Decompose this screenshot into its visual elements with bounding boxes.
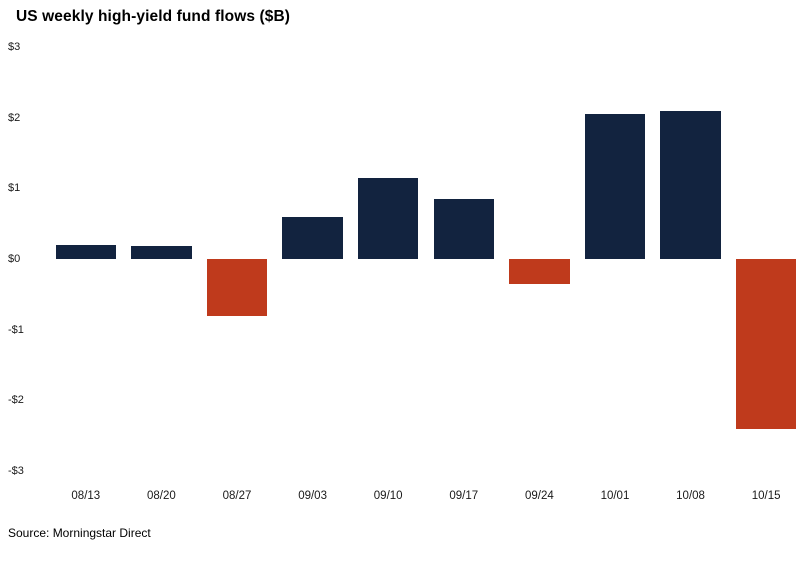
x-axis: 08/13 08/20 08/27 09/03 09/10 09/17 09/24 10/01… (48, 490, 804, 506)
x-tick-label: 09/24 (524, 490, 554, 502)
y-tick-label: -$2 (8, 394, 24, 407)
y-tick-label: -$1 (8, 323, 24, 336)
x-tick-label: 10/15 (751, 490, 781, 502)
chart-title: US weekly high-yield fund flows ($B) (16, 8, 291, 25)
x-tick-label: 08/13 (71, 490, 101, 502)
y-tick-label: $1 (8, 182, 21, 195)
bar-09/03 (282, 216, 343, 259)
bar-10/01 (584, 114, 646, 259)
x-tick-label: 09/03 (298, 490, 327, 502)
bar-09/10 (357, 177, 419, 259)
x-tick-label: 09/17 (449, 490, 479, 502)
y-tick-label: -$3 (8, 465, 24, 477)
bar-08/27 (206, 259, 268, 316)
plot-area (48, 47, 804, 471)
bar-08/20 (131, 246, 192, 259)
x-tick-label: 10/08 (676, 490, 705, 502)
y-axis: $3 $2 $1 $0 -$1 -$2 -$3 (8, 41, 46, 477)
bar-08/13 (55, 244, 117, 259)
x-tick-label: 10/01 (600, 490, 630, 502)
source-note: Source: Morningstar Direct (8, 526, 151, 540)
bar-09/24 (509, 259, 570, 284)
bar-10/15 (735, 259, 797, 429)
x-tick-label: 08/20 (147, 490, 176, 502)
x-tick-label: 08/27 (222, 490, 252, 502)
y-tick-label: $3 (8, 41, 21, 53)
bar-09/17 (433, 198, 495, 259)
x-tick-label: 09/10 (373, 490, 403, 502)
bar-10/08 (660, 110, 721, 259)
y-tick-label: $2 (8, 111, 21, 124)
y-tick-label: $0 (8, 253, 21, 265)
